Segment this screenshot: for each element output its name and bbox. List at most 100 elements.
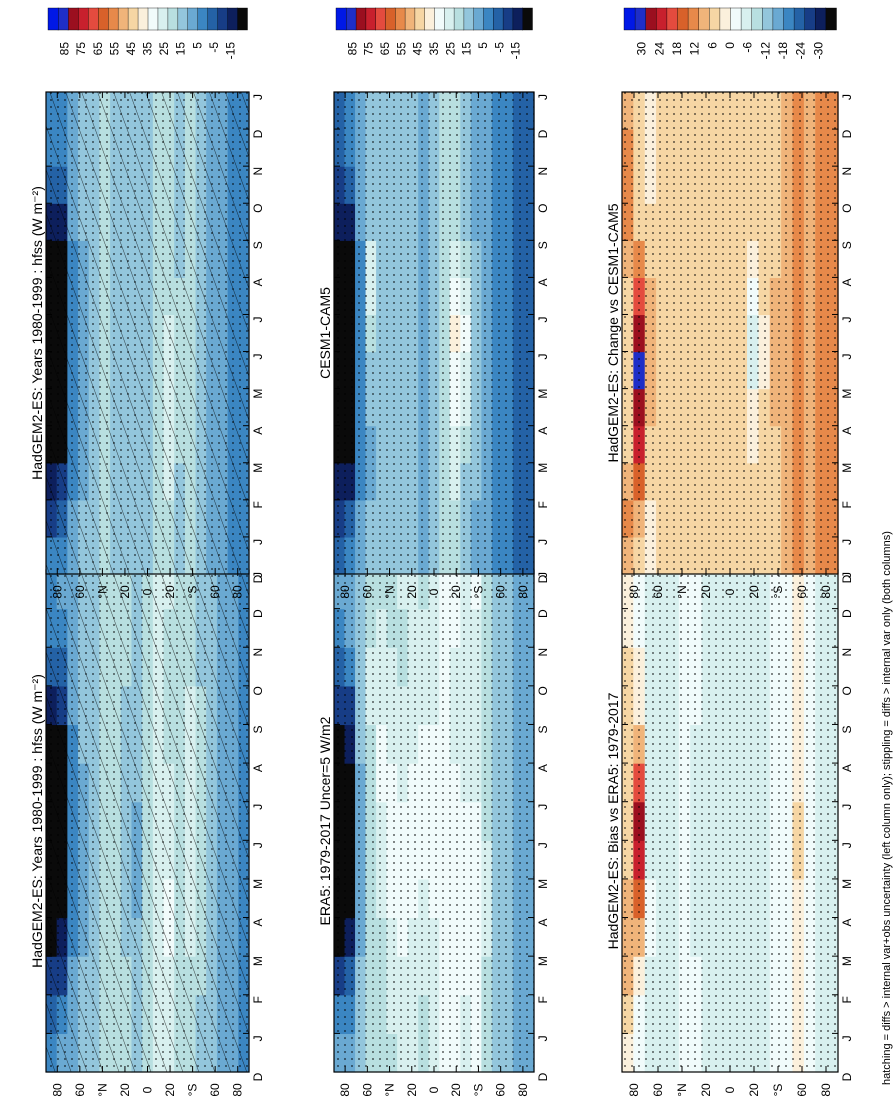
colorbar-swatch bbox=[365, 7, 376, 31]
lat-label: 80 bbox=[627, 1083, 641, 1097]
stipple-overlay bbox=[622, 92, 838, 574]
colorbar-label: 35 bbox=[141, 42, 155, 56]
colorbar-swatch bbox=[57, 7, 69, 31]
colorbar-swatch bbox=[147, 7, 159, 31]
panel-title: HadGEM2-ES: Bias vs ERA5: 1979-2017 bbox=[605, 692, 621, 949]
month-label: M bbox=[840, 463, 854, 473]
month-label: S bbox=[251, 241, 265, 249]
lat-label: 0 bbox=[427, 588, 441, 595]
colorbar-label: 15 bbox=[460, 42, 474, 56]
month-label: A bbox=[840, 919, 854, 927]
month-label: O bbox=[251, 686, 265, 695]
lat-label: 20 bbox=[747, 585, 761, 599]
lat-label: °N bbox=[383, 1083, 397, 1096]
lat-label: 20 bbox=[163, 1083, 177, 1097]
lat-label: 80 bbox=[819, 585, 833, 599]
lat-label: 80 bbox=[516, 585, 530, 599]
colorbar-swatch bbox=[729, 7, 742, 31]
colorbar-label: 75 bbox=[362, 42, 376, 56]
colorbar-label: 0 bbox=[723, 42, 737, 49]
lat-label: °N bbox=[383, 585, 397, 598]
lat-label: 20 bbox=[118, 1083, 132, 1097]
month-label: O bbox=[251, 204, 265, 213]
month-label: M bbox=[251, 389, 265, 399]
month-label: J bbox=[251, 1035, 265, 1041]
stipple-overlay bbox=[334, 92, 534, 574]
month-label: O bbox=[536, 686, 550, 695]
colorbar-swatch bbox=[751, 7, 763, 31]
colorbar-swatch bbox=[206, 7, 218, 31]
lat-label: 60 bbox=[494, 1083, 508, 1097]
lat-label: 80 bbox=[516, 1083, 530, 1097]
lat-label: 20 bbox=[449, 585, 463, 599]
colorbar-swatch bbox=[97, 7, 109, 31]
hatch-overlay bbox=[46, 570, 249, 1072]
colorbar-swatch bbox=[127, 7, 139, 31]
lat-label: 60 bbox=[795, 585, 809, 599]
month-label: J bbox=[840, 804, 854, 810]
colorbar-label: -15 bbox=[509, 42, 523, 60]
colorbar-swatch bbox=[512, 7, 523, 31]
month-label: S bbox=[840, 725, 854, 733]
lat-label: 20 bbox=[405, 585, 419, 599]
month-label: J bbox=[840, 842, 854, 848]
colorbar-swatch bbox=[375, 7, 386, 31]
colorbar-swatch bbox=[793, 7, 805, 31]
month-label: J bbox=[251, 804, 265, 810]
month-label: F bbox=[251, 501, 265, 508]
month-label: D bbox=[251, 574, 265, 583]
colorbar-label: 65 bbox=[91, 42, 105, 56]
lat-label: 80 bbox=[627, 585, 641, 599]
month-label: A bbox=[536, 278, 550, 286]
month-label: J bbox=[251, 94, 265, 100]
month-label: N bbox=[536, 167, 550, 176]
colorbar-label: 30 bbox=[635, 42, 649, 56]
month-label: N bbox=[251, 648, 265, 657]
colorbar-swatch bbox=[482, 7, 494, 31]
month-label: O bbox=[840, 686, 854, 695]
month-label: N bbox=[840, 167, 854, 176]
month-label: M bbox=[840, 879, 854, 889]
month-label: M bbox=[840, 389, 854, 399]
month-label: F bbox=[536, 501, 550, 508]
colorbar-swatch bbox=[414, 7, 425, 31]
colorbar-swatch bbox=[226, 7, 238, 31]
month-label: M bbox=[536, 879, 550, 889]
lat-label: 80 bbox=[50, 1083, 64, 1097]
lat-label: 80 bbox=[50, 585, 64, 599]
colorbar-swatch bbox=[187, 7, 198, 31]
lat-label: °N bbox=[675, 585, 689, 598]
month-label: J bbox=[840, 316, 854, 322]
lat-label: °N bbox=[95, 585, 109, 598]
colorbar-swatch bbox=[666, 7, 678, 31]
colorbar-swatch bbox=[463, 7, 474, 31]
month-label: J bbox=[536, 572, 550, 578]
lat-label: 80 bbox=[338, 585, 352, 599]
colorbar-label: 75 bbox=[74, 42, 88, 56]
month-label: S bbox=[840, 241, 854, 249]
lat-label: 60 bbox=[494, 585, 508, 599]
month-label: A bbox=[840, 278, 854, 286]
colorbar-label: 24 bbox=[652, 42, 666, 56]
month-label: D bbox=[536, 129, 550, 138]
lat-label: 20 bbox=[405, 1083, 419, 1097]
colorbar-label: 25 bbox=[443, 42, 457, 56]
lat-label: 0 bbox=[723, 588, 737, 595]
colorbar-swatch bbox=[236, 7, 248, 31]
colorbar-label: -5 bbox=[492, 42, 506, 53]
lat-label: 60 bbox=[795, 1083, 809, 1097]
lat-label: 80 bbox=[231, 1083, 245, 1097]
month-label: F bbox=[251, 996, 265, 1003]
colorbar-swatch bbox=[804, 7, 816, 31]
colorbar-swatch bbox=[814, 7, 827, 31]
month-label: A bbox=[840, 764, 854, 772]
colorbar-swatch bbox=[167, 7, 179, 31]
month-label: S bbox=[536, 725, 550, 733]
colorbar-swatch bbox=[676, 7, 689, 31]
lat-label: 60 bbox=[651, 585, 665, 599]
month-label: M bbox=[536, 463, 550, 473]
